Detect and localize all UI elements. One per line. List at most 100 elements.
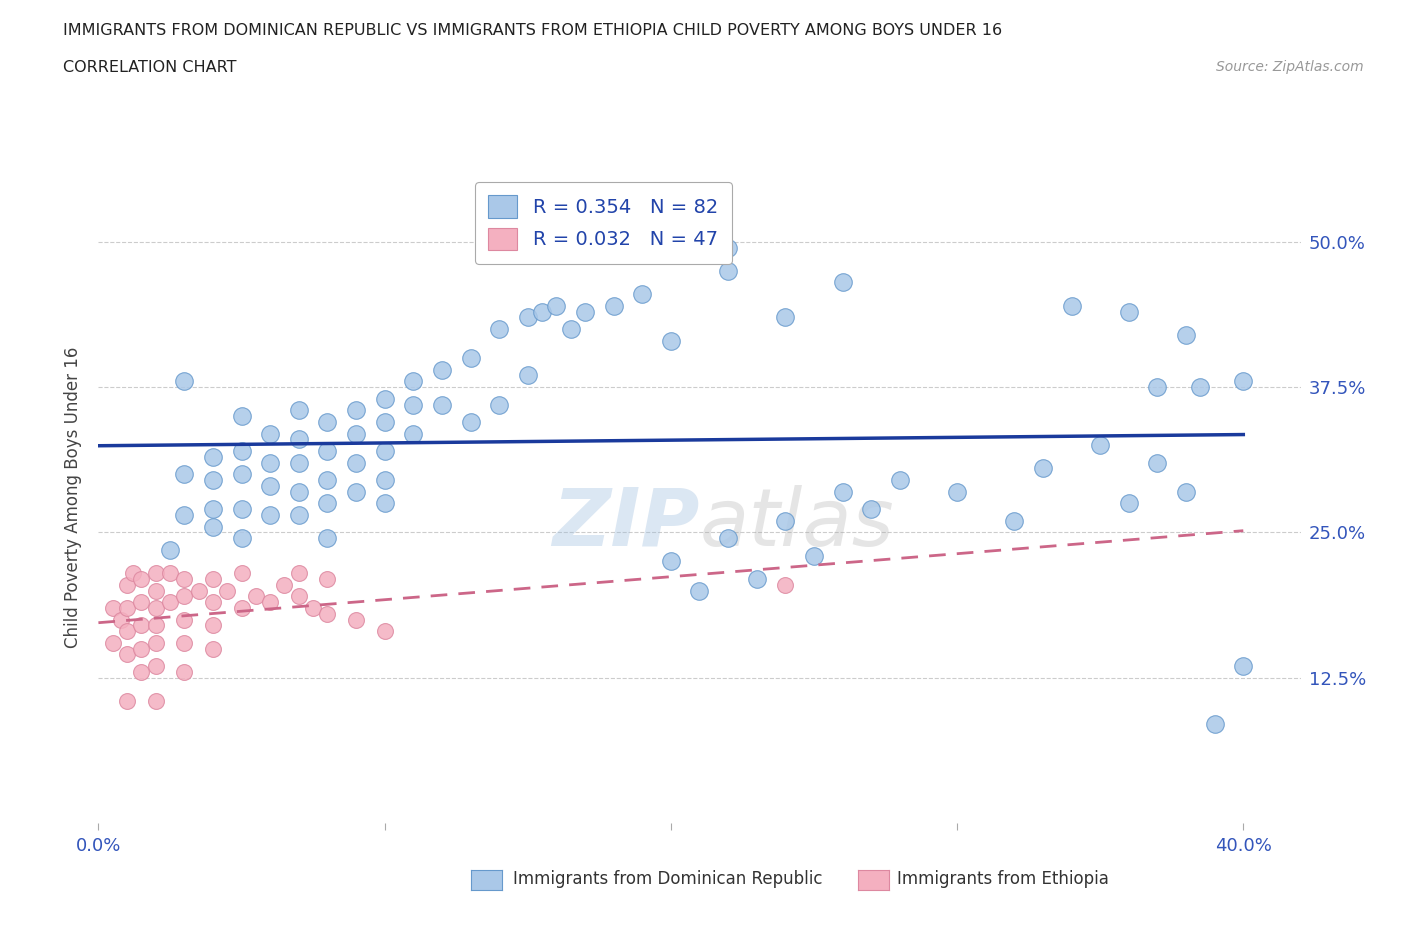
Point	[659, 333, 682, 348]
Point	[717, 263, 740, 278]
Point	[659, 554, 682, 569]
Point	[602, 299, 624, 313]
Point	[131, 665, 153, 680]
Point	[946, 485, 969, 499]
Point	[231, 531, 253, 546]
Point	[201, 642, 224, 657]
Point	[374, 415, 396, 430]
Point	[1032, 461, 1054, 476]
Point	[259, 508, 281, 523]
Point	[1204, 717, 1226, 732]
Point	[374, 496, 396, 511]
Point	[344, 456, 367, 471]
Point	[231, 467, 253, 482]
Point	[316, 444, 339, 458]
Point	[316, 415, 339, 430]
Point	[460, 351, 482, 365]
Point	[245, 589, 267, 604]
Point	[145, 583, 167, 598]
Point	[288, 485, 311, 499]
Point	[173, 589, 195, 604]
Point	[201, 472, 224, 487]
Point	[717, 240, 740, 255]
Point	[402, 397, 425, 412]
Point	[775, 310, 797, 325]
Point	[273, 578, 295, 592]
Point	[1232, 658, 1254, 673]
Y-axis label: Child Poverty Among Boys Under 16: Child Poverty Among Boys Under 16	[65, 347, 83, 648]
Point	[316, 531, 339, 546]
Point	[1088, 438, 1111, 453]
Point	[316, 472, 339, 487]
Point	[288, 432, 311, 447]
Point	[131, 572, 153, 587]
Point	[344, 426, 367, 441]
Point	[288, 589, 311, 604]
Point	[1146, 379, 1168, 394]
Point	[259, 479, 281, 494]
Point	[201, 449, 224, 464]
Point	[374, 392, 396, 406]
Point	[115, 624, 138, 639]
Point	[145, 694, 167, 709]
Point	[173, 572, 195, 587]
Point	[131, 642, 153, 657]
Point	[201, 618, 224, 633]
Point	[145, 635, 167, 650]
Point	[775, 578, 797, 592]
Point	[860, 502, 883, 517]
Point	[344, 403, 367, 418]
Point	[1232, 374, 1254, 389]
Point	[121, 565, 143, 580]
Point	[173, 612, 195, 627]
Point	[374, 624, 396, 639]
Point	[187, 583, 209, 598]
Point	[374, 444, 396, 458]
Point	[302, 601, 325, 616]
Point	[231, 502, 253, 517]
Point	[259, 595, 281, 610]
Point	[402, 374, 425, 389]
Point	[159, 595, 181, 610]
Point	[1118, 304, 1140, 319]
Point	[1060, 299, 1083, 313]
Point	[231, 444, 253, 458]
Point	[259, 426, 281, 441]
Point	[516, 368, 538, 383]
Point	[173, 665, 195, 680]
Point	[259, 456, 281, 471]
Point	[488, 322, 510, 337]
Text: Source: ZipAtlas.com: Source: ZipAtlas.com	[1216, 60, 1364, 74]
Point	[145, 618, 167, 633]
Point	[101, 635, 124, 650]
Point	[131, 618, 153, 633]
Point	[288, 508, 311, 523]
Point	[460, 415, 482, 430]
Point	[488, 397, 510, 412]
Point	[316, 572, 339, 587]
Point	[131, 595, 153, 610]
Point	[115, 694, 138, 709]
Text: Immigrants from Ethiopia: Immigrants from Ethiopia	[897, 870, 1109, 888]
Point	[288, 456, 311, 471]
Point	[115, 647, 138, 662]
Point	[717, 531, 740, 546]
Text: CORRELATION CHART: CORRELATION CHART	[63, 60, 236, 75]
Point	[201, 502, 224, 517]
Point	[159, 565, 181, 580]
Point	[1189, 379, 1212, 394]
Point	[288, 565, 311, 580]
Point	[430, 397, 453, 412]
Point	[1118, 496, 1140, 511]
Point	[1175, 485, 1198, 499]
Point	[574, 304, 596, 319]
Point	[1146, 456, 1168, 471]
Point	[374, 472, 396, 487]
Point	[1002, 513, 1025, 528]
Point	[115, 601, 138, 616]
Point	[101, 601, 124, 616]
Text: Immigrants from Dominican Republic: Immigrants from Dominican Republic	[513, 870, 823, 888]
Point	[316, 606, 339, 621]
Point	[173, 508, 195, 523]
Point	[159, 542, 181, 557]
